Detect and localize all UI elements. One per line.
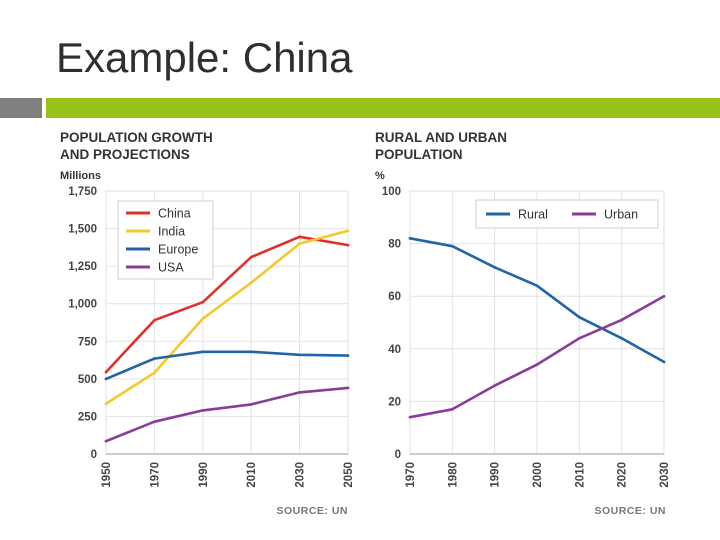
urban-data-point-rural xyxy=(620,336,623,340)
urban-title-line: RURAL AND URBAN xyxy=(375,130,507,145)
growth-xtick-label: 1950 xyxy=(101,462,113,488)
growth-series-line-europe xyxy=(104,350,350,381)
growth-ytick-label: 750 xyxy=(78,336,97,348)
urban-ytick-label: 0 xyxy=(395,449,401,461)
urban-data-point-rural xyxy=(578,315,581,319)
urban-data-point-rural xyxy=(408,237,412,240)
urban-xtick-label: 2030 xyxy=(659,462,671,488)
urban-xtick-label: 2020 xyxy=(617,462,629,488)
header-bar-green xyxy=(46,98,720,118)
urban-ytick-label: 20 xyxy=(388,396,401,408)
growth-data-point-usa xyxy=(346,386,350,390)
growth-xtick-label: 2030 xyxy=(295,462,307,488)
growth-data-point-china xyxy=(298,235,301,239)
urban-title-line: POPULATION xyxy=(375,147,463,162)
growth-data-point-europe xyxy=(298,353,301,357)
header-bar-gray xyxy=(0,98,42,118)
growth-chart: POPULATION GROWTH AND PROJECTIONS Millions… xyxy=(60,130,355,517)
urban-data-point-urban xyxy=(662,294,666,298)
urban-data-point-rural xyxy=(451,244,454,248)
growth-data-point-europe xyxy=(249,350,253,354)
urban-data-point-urban xyxy=(578,336,581,340)
growth-data-point-china xyxy=(201,300,205,304)
urban-data-point-urban xyxy=(451,407,454,411)
growth-xtick-label: 2010 xyxy=(246,462,258,488)
urban-ylabel: % xyxy=(375,170,385,182)
growth-data-point-europe xyxy=(104,377,108,381)
growth-series-line-china xyxy=(104,235,350,374)
urban-data-point-urban xyxy=(620,318,623,322)
urban-ytick-label: 100 xyxy=(382,186,401,198)
urban-data-point-urban xyxy=(493,384,496,387)
growth-series-line-usa xyxy=(104,386,350,443)
growth-data-point-china xyxy=(153,318,156,322)
urban-ytick-label: 80 xyxy=(388,239,401,251)
urban-xtick-label: 1980 xyxy=(447,462,459,488)
growth-ytick-label: 1,000 xyxy=(68,299,97,311)
growth-data-point-india xyxy=(346,229,350,233)
urban-data-point-rural xyxy=(493,265,496,269)
growth-ytick-label: 1,750 xyxy=(68,186,97,198)
growth-ytick-label: 1,250 xyxy=(68,261,97,273)
urban-data-point-rural xyxy=(662,360,666,364)
growth-title-line: AND PROJECTIONS xyxy=(60,147,190,162)
growth-data-point-china xyxy=(104,370,108,374)
growth-data-point-europe xyxy=(201,350,205,354)
growth-data-point-india xyxy=(249,281,253,284)
growth-data-point-china xyxy=(346,243,350,247)
urban-chart: RURAL AND URBAN POPULATION% 0 20 40 60 80 100 19… xyxy=(375,130,671,517)
growth-data-point-india xyxy=(153,371,156,375)
growth-legend-label: India xyxy=(158,225,185,239)
slide-title: Example: China xyxy=(56,34,353,81)
growth-xtick-label: 1970 xyxy=(149,462,161,488)
urban-ytick-label: 40 xyxy=(388,344,401,356)
growth-data-point-china xyxy=(249,255,253,259)
urban-legend-label: Urban xyxy=(604,208,638,222)
growth-data-point-usa xyxy=(298,391,301,394)
growth-xtick-label: 1990 xyxy=(198,462,210,488)
growth-data-point-india xyxy=(104,402,108,405)
growth-data-point-india xyxy=(298,242,301,245)
growth-data-point-europe xyxy=(153,357,156,360)
growth-series-line-india xyxy=(104,229,350,406)
growth-ytick-label: 500 xyxy=(78,374,97,386)
urban-xtick-label: 2000 xyxy=(532,462,544,488)
growth-ytick-label: 0 xyxy=(91,449,97,461)
growth-data-point-usa xyxy=(104,439,108,443)
urban-data-point-urban xyxy=(408,415,412,419)
growth-ytick-label: 1,500 xyxy=(68,224,97,236)
growth-data-point-europe xyxy=(346,354,350,357)
urban-data-point-rural xyxy=(535,284,539,287)
urban-xtick-label: 1970 xyxy=(405,462,417,488)
growth-data-point-usa xyxy=(153,420,156,423)
growth-title-line: POPULATION GROWTH xyxy=(60,130,213,145)
growth-legend-label: Europe xyxy=(158,243,198,257)
growth-legend-label: China xyxy=(158,207,191,221)
growth-data-point-usa xyxy=(249,403,253,406)
urban-legend-label: Rural xyxy=(518,208,548,222)
urban-data-point-urban xyxy=(535,363,539,366)
growth-source-note: SOURCE: UN xyxy=(276,505,348,517)
growth-ytick-label: 250 xyxy=(78,411,97,423)
growth-data-point-usa xyxy=(201,409,205,412)
urban-xtick-label: 2010 xyxy=(574,462,586,488)
urban-xtick-label: 1990 xyxy=(490,462,502,488)
growth-ylabel: Millions xyxy=(60,170,101,182)
growth-xtick-label: 2050 xyxy=(343,462,355,488)
urban-ytick-label: 60 xyxy=(388,291,401,303)
urban-source-note: SOURCE: UN xyxy=(594,505,666,517)
growth-data-point-india xyxy=(201,317,205,321)
growth-legend-label: USA xyxy=(158,261,184,275)
